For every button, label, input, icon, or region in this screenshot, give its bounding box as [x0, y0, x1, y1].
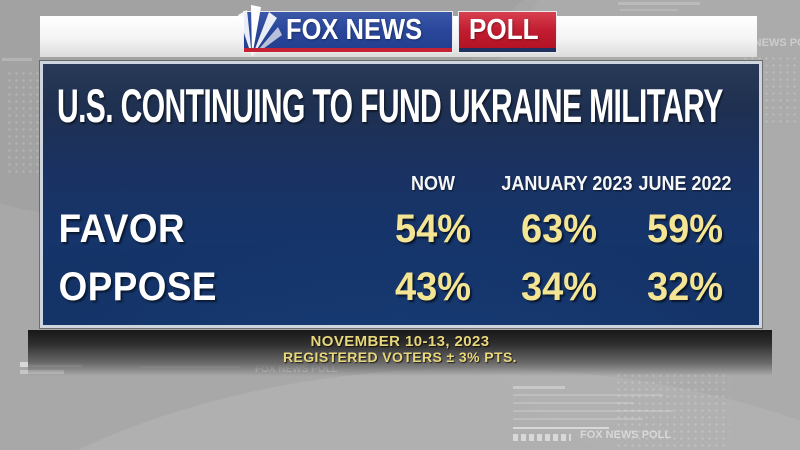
row-label-oppose: OPPOSE [58, 264, 217, 309]
logo-red-strip [243, 48, 452, 52]
row-label-favor: FAVOR [58, 206, 186, 251]
background-texture-bar [513, 427, 609, 429]
value-oppose-january-2023: 34% [520, 264, 598, 309]
background-texture-bar [513, 410, 673, 412]
background-texture-bar [513, 386, 565, 389]
poll-logo-box: POLL [457, 11, 558, 53]
methodology-band: NOVEMBER 10-13, 2023 REGISTERED VOTERS ±… [28, 330, 772, 376]
background-texture-bar [513, 394, 663, 396]
poll-dates: NOVEMBER 10-13, 2023 [310, 333, 490, 350]
value-favor-june-2022: 59% [646, 206, 724, 251]
column-header-now: NOW [410, 172, 455, 195]
fox-news-logo-box: FOX NEWS [237, 5, 453, 57]
poll-results-table: NOW JANUARY 2023 JUNE 2022 FAVOR 54% 63%… [55, 168, 747, 316]
column-header-june-2022: JUNE 2022 [638, 172, 732, 195]
value-oppose-now: 43% [394, 264, 472, 309]
column-header-january-2023: JANUARY 2023 [501, 172, 633, 195]
poll-title: U.S. CONTINUING TO FUND UKRAINE MILITARY [57, 79, 723, 132]
fox-news-poll-logo: FOX NEWS POLL [237, 5, 558, 57]
background-texture-bar [618, 2, 700, 5]
background-dot-pattern [6, 70, 44, 175]
background-texture-bar [620, 9, 678, 11]
logo-navy-strip [458, 48, 557, 52]
searchlight-icon [237, 5, 282, 57]
background-texture-bar [2, 58, 32, 61]
background-texture-bar [513, 402, 633, 404]
background-dot-pattern [615, 372, 730, 450]
value-oppose-june-2022: 32% [646, 264, 724, 309]
logo-network-label: FOX NEWS [285, 13, 423, 46]
value-favor-now: 54% [394, 206, 472, 251]
background-texture-bar [513, 418, 643, 420]
watermark-text: FOX NEWS POLL [580, 429, 672, 441]
value-favor-january-2023: 63% [520, 206, 598, 251]
logo-poll-label: POLL [468, 13, 539, 46]
sample-note: REGISTERED VOTERS ± 3% PTS. [283, 349, 517, 365]
background-texture-bar [513, 434, 571, 441]
poll-results-card: U.S. CONTINUING TO FUND UKRAINE MILITARY… [40, 61, 762, 328]
